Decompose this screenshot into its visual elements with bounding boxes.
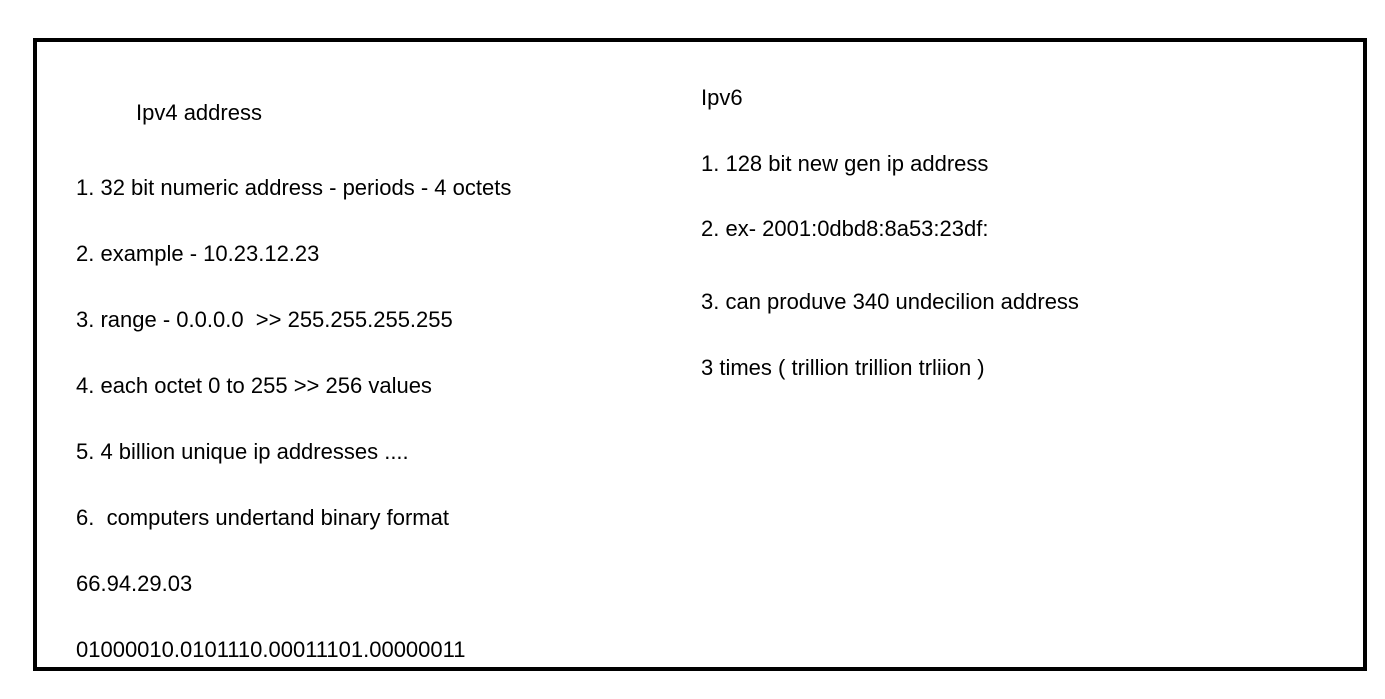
- ipv4-line-4: 4. each octet 0 to 255 >> 256 values: [76, 373, 432, 398]
- ipv4-example-decimal: 66.94.29.03: [76, 571, 193, 596]
- ipv6-line-1: 1. 128 bit new gen ip address: [701, 151, 989, 176]
- ipv6-heading: Ipv6: [701, 85, 743, 110]
- ipv6-line-3: 3. can produve 340 undecilion address: [701, 289, 1079, 314]
- ipv4-example-binary: 01000010.0101110.00011101.00000011: [76, 637, 466, 662]
- ipv4-line-5: 5. 4 billion unique ip addresses ....: [76, 439, 409, 464]
- ipv4-line-6: 6. computers undertand binary format: [76, 505, 449, 530]
- ipv4-line-1: 1. 32 bit numeric address - periods - 4 …: [76, 175, 512, 200]
- ipv6-line-2: 2. ex- 2001:0dbd8:8a53:23df:: [701, 216, 989, 241]
- ipv4-line-3: 3. range - 0.0.0.0 >> 255.255.255.255: [76, 307, 453, 332]
- document-frame: Ipv4 address 1. 32 bit numeric address -…: [33, 38, 1367, 671]
- ipv4-heading: Ipv4 address: [136, 100, 262, 125]
- ipv6-line-4: 3 times ( trillion trillion trliion ): [701, 355, 985, 380]
- ipv4-line-2: 2. example - 10.23.12.23: [76, 241, 320, 266]
